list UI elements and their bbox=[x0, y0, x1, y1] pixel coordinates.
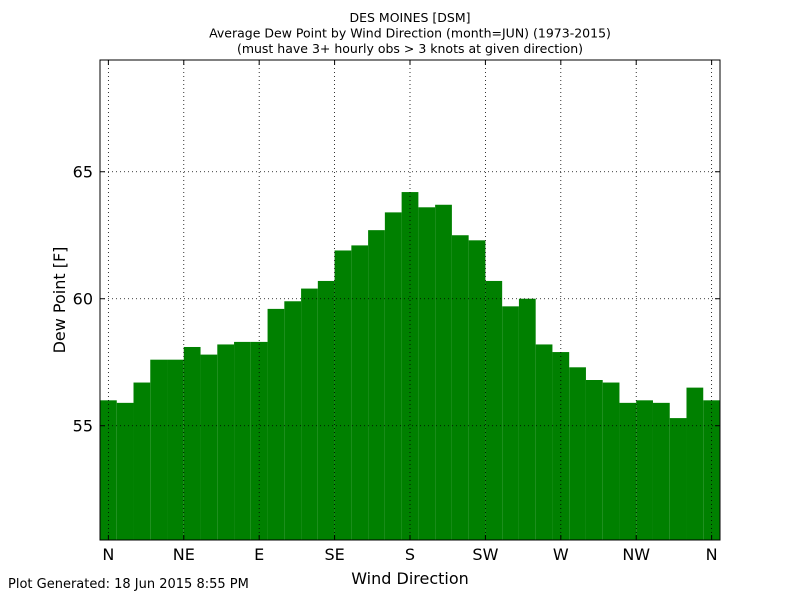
bar bbox=[619, 402, 637, 540]
bar bbox=[669, 418, 687, 540]
bar bbox=[133, 382, 151, 540]
bar bbox=[535, 344, 553, 540]
bar bbox=[217, 344, 235, 540]
x-tick-label: S bbox=[405, 545, 415, 564]
x-tick-label: NW bbox=[622, 545, 650, 564]
bar bbox=[100, 400, 117, 540]
y-tick-label: 55 bbox=[73, 417, 93, 436]
bars-group bbox=[100, 192, 720, 541]
bar bbox=[284, 301, 302, 540]
chart-title-line: DES MOINES [DSM] bbox=[350, 10, 471, 25]
x-tick-label: SE bbox=[324, 545, 344, 564]
bar bbox=[418, 207, 436, 541]
y-tick-labels: 55 60 65 bbox=[73, 163, 93, 436]
bar bbox=[435, 204, 452, 540]
bar bbox=[234, 341, 251, 540]
bar bbox=[585, 380, 603, 540]
x-tick-label: NE bbox=[173, 545, 195, 564]
bar bbox=[485, 280, 503, 540]
bar bbox=[652, 402, 670, 540]
bar bbox=[569, 367, 586, 540]
y-tick-label: 60 bbox=[73, 290, 93, 309]
tick-marks bbox=[100, 60, 720, 540]
bar bbox=[602, 382, 620, 540]
x-tick-label: SW bbox=[472, 545, 498, 564]
x-tick-label: E bbox=[254, 545, 264, 564]
bar bbox=[636, 400, 653, 540]
bar bbox=[552, 352, 570, 540]
x-tick-label: N bbox=[102, 545, 114, 564]
bar bbox=[351, 245, 369, 540]
bar bbox=[384, 212, 402, 540]
bar bbox=[518, 298, 536, 540]
bar bbox=[401, 192, 419, 541]
bar bbox=[200, 354, 218, 540]
bar bbox=[183, 346, 201, 540]
bar bbox=[686, 387, 704, 540]
x-tick-label: W bbox=[553, 545, 569, 564]
chart-title-line: (must have 3+ hourly obs > 3 knots at gi… bbox=[237, 41, 583, 56]
bar bbox=[267, 308, 285, 540]
y-tick-label: 65 bbox=[73, 163, 93, 182]
plot-generated-note: Plot Generated: 18 Jun 2015 8:55 PM bbox=[8, 577, 249, 592]
bar bbox=[317, 280, 335, 540]
bar bbox=[150, 359, 168, 540]
bar bbox=[451, 235, 469, 540]
bar bbox=[167, 359, 184, 540]
chart-title: DES MOINES [DSM]Average Dew Point by Win… bbox=[209, 10, 611, 56]
bar bbox=[703, 400, 720, 540]
x-tick-label: N bbox=[706, 545, 718, 564]
bar bbox=[468, 240, 486, 541]
x-axis-label: Wind Direction bbox=[351, 569, 469, 588]
bar bbox=[116, 402, 134, 540]
grid-lines bbox=[100, 60, 720, 540]
bar bbox=[368, 230, 385, 540]
x-tick-labels: N NE E SE S SW W NW N bbox=[102, 545, 717, 564]
bar bbox=[301, 288, 318, 540]
chart-title-line: Average Dew Point by Wind Direction (mon… bbox=[209, 26, 611, 41]
bar bbox=[502, 306, 519, 540]
y-axis-label: Dew Point [F] bbox=[50, 247, 69, 354]
bar bbox=[334, 250, 352, 540]
